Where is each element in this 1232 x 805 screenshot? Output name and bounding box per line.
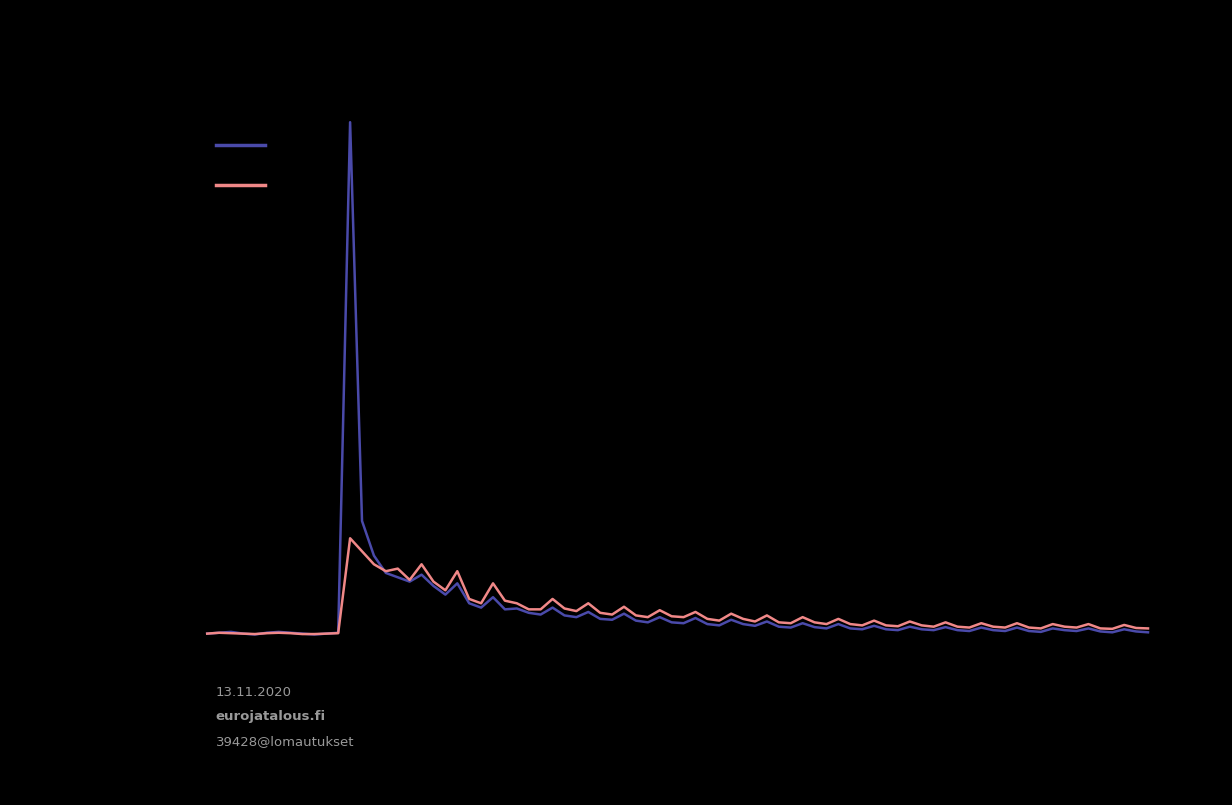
Text: eurojatalous.fi: eurojatalous.fi <box>216 711 325 724</box>
Text: 13.11.2020: 13.11.2020 <box>216 687 292 700</box>
Text: 39428@lomautukset: 39428@lomautukset <box>216 735 354 748</box>
